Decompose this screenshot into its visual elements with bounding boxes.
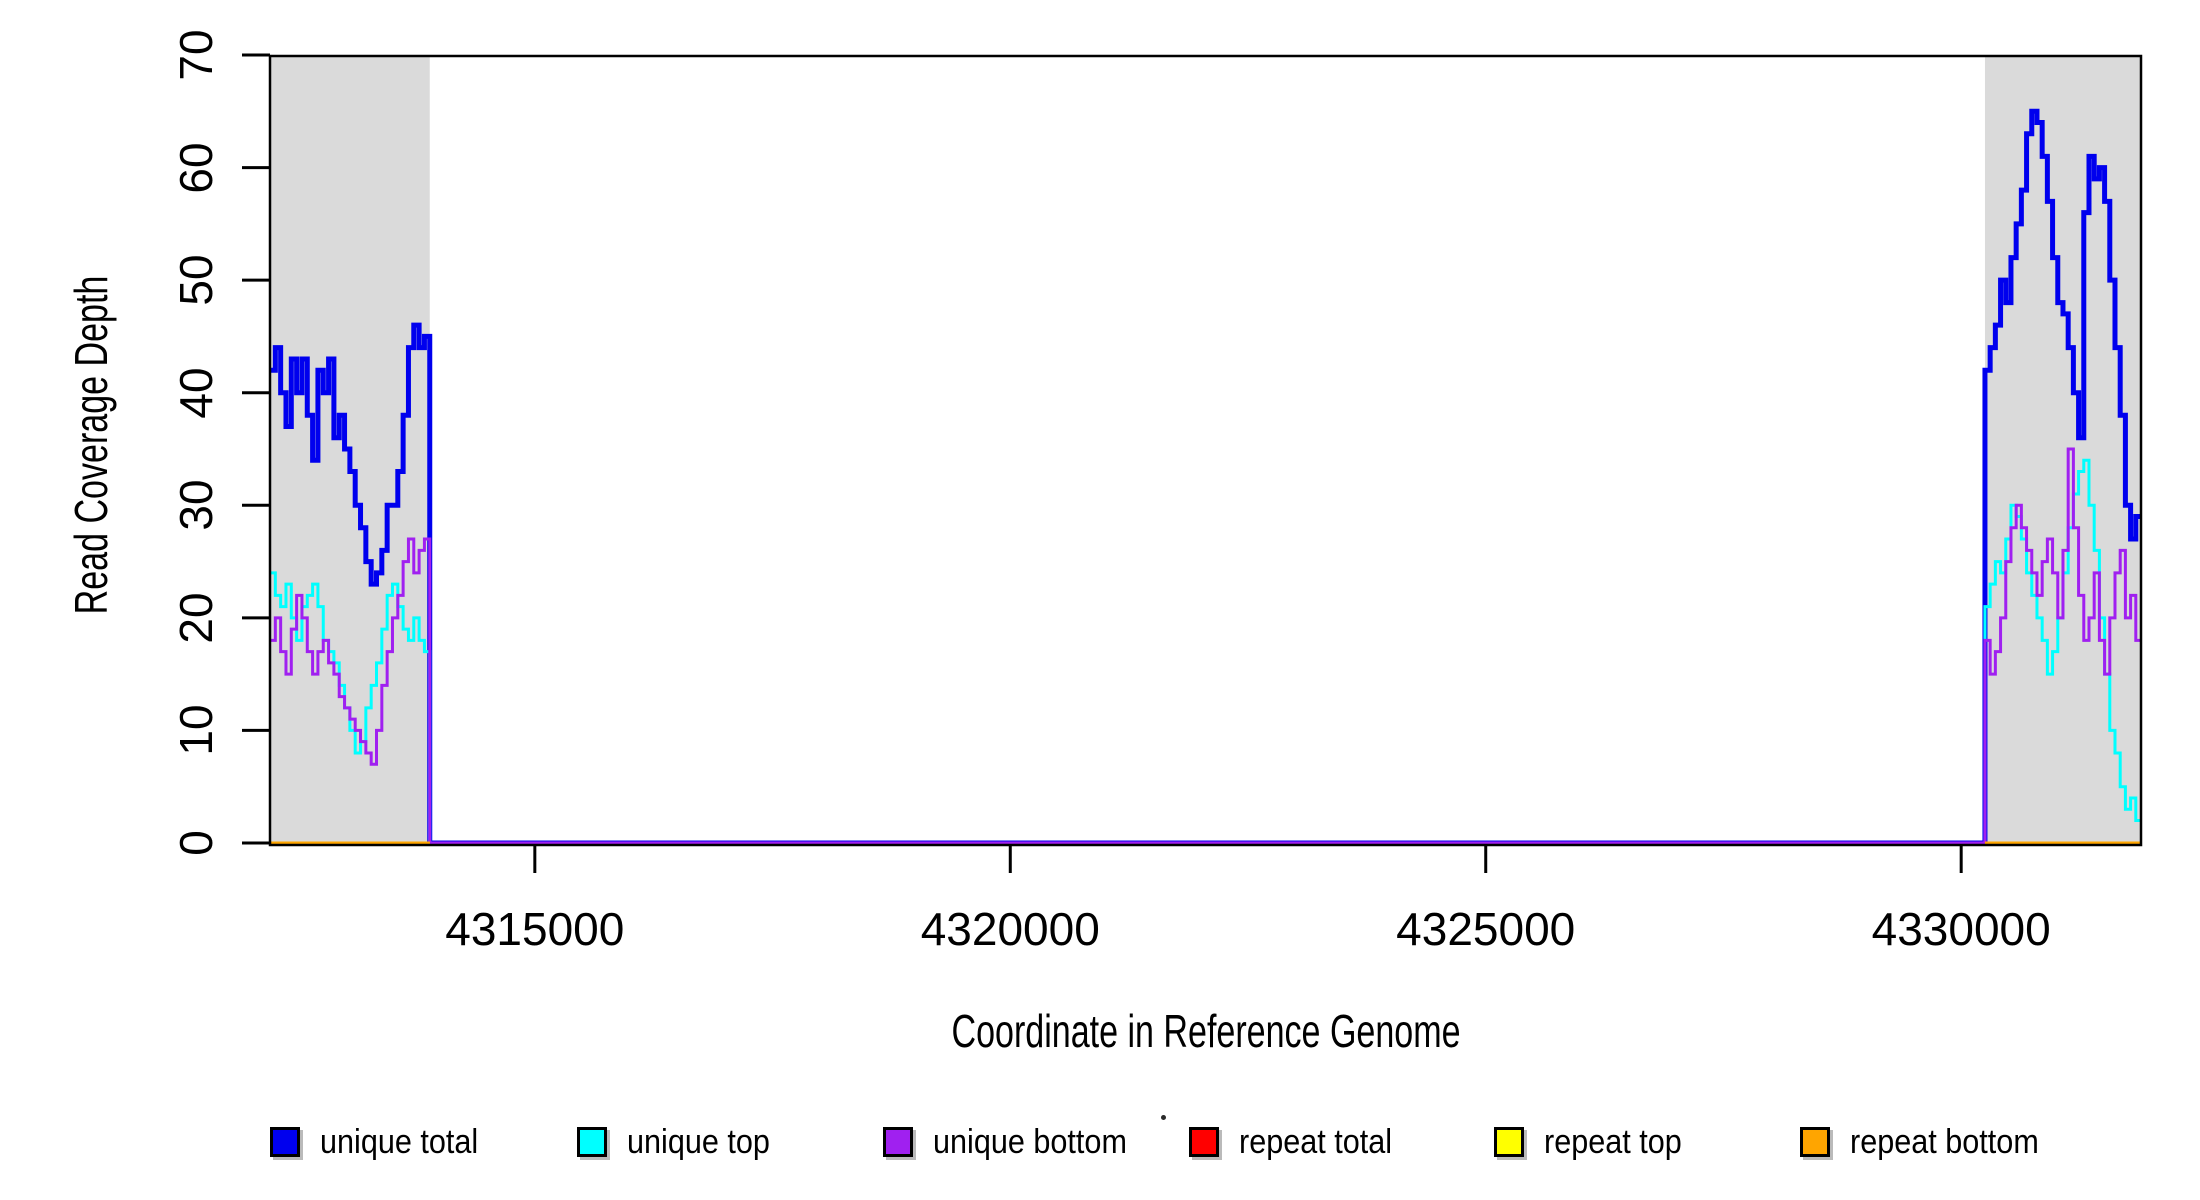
y-tick-label: 40 [170,367,222,419]
y-tick-label: 10 [170,704,222,757]
x-tick-label: 4315000 [445,903,625,955]
legend-label: unique total [320,1123,479,1161]
series-line-unique-total [270,108,2141,846]
series-line-unique-top [270,458,2141,845]
legend-swatch-icon [1189,1127,1219,1157]
x-axis-title-text: Coordinate in Reference Genome [951,1005,1461,1057]
legend-item-repeat-bottom: repeat bottom [1800,1125,2060,1159]
series-line-unique-bottom [270,447,2141,845]
legend-swatch-icon [1800,1127,1830,1157]
legend-item-unique-total: unique total [270,1125,496,1159]
legend-label: unique bottom [933,1123,1127,1161]
y-axis-title-text: Read Coverage Depth [65,275,117,615]
legend-swatch-icon [577,1127,607,1157]
y-tick-label: 70 [170,29,222,81]
x-tick-label: 4325000 [1396,903,1576,955]
legend-label: repeat bottom [1850,1123,2039,1161]
x-axis-title: Coordinate in Reference Genome [862,1008,1550,1054]
y-tick-label: 50 [170,254,222,306]
legend-swatch-icon [883,1127,913,1157]
y-tick-label: 30 [170,479,222,531]
plot-box-border [268,54,2143,847]
legend-swatch-icon [270,1127,300,1157]
x-tick-label: 4330000 [1871,903,2051,955]
stray-dot-mark [1161,1115,1166,1120]
legend-item-unique-bottom: unique bottom [883,1125,1149,1159]
y-tick-label: 60 [170,141,222,194]
y-axis-title: Read Coverage Depth [65,216,117,674]
y-tick-label: 20 [170,592,222,644]
legend-label: unique top [627,1123,770,1161]
legend-item-repeat-top: repeat top [1494,1125,1697,1159]
legend-swatch-icon [1494,1127,1524,1157]
repeat-region-shading [1984,56,2141,845]
x-tick-label: 4320000 [920,903,1100,955]
legend-label: repeat top [1544,1123,1682,1161]
legend-item-repeat-total: repeat total [1189,1125,1409,1159]
legend-item-unique-top: unique top [577,1125,786,1159]
legend-label: repeat total [1239,1123,1393,1161]
y-tick-label: 0 [170,830,222,856]
